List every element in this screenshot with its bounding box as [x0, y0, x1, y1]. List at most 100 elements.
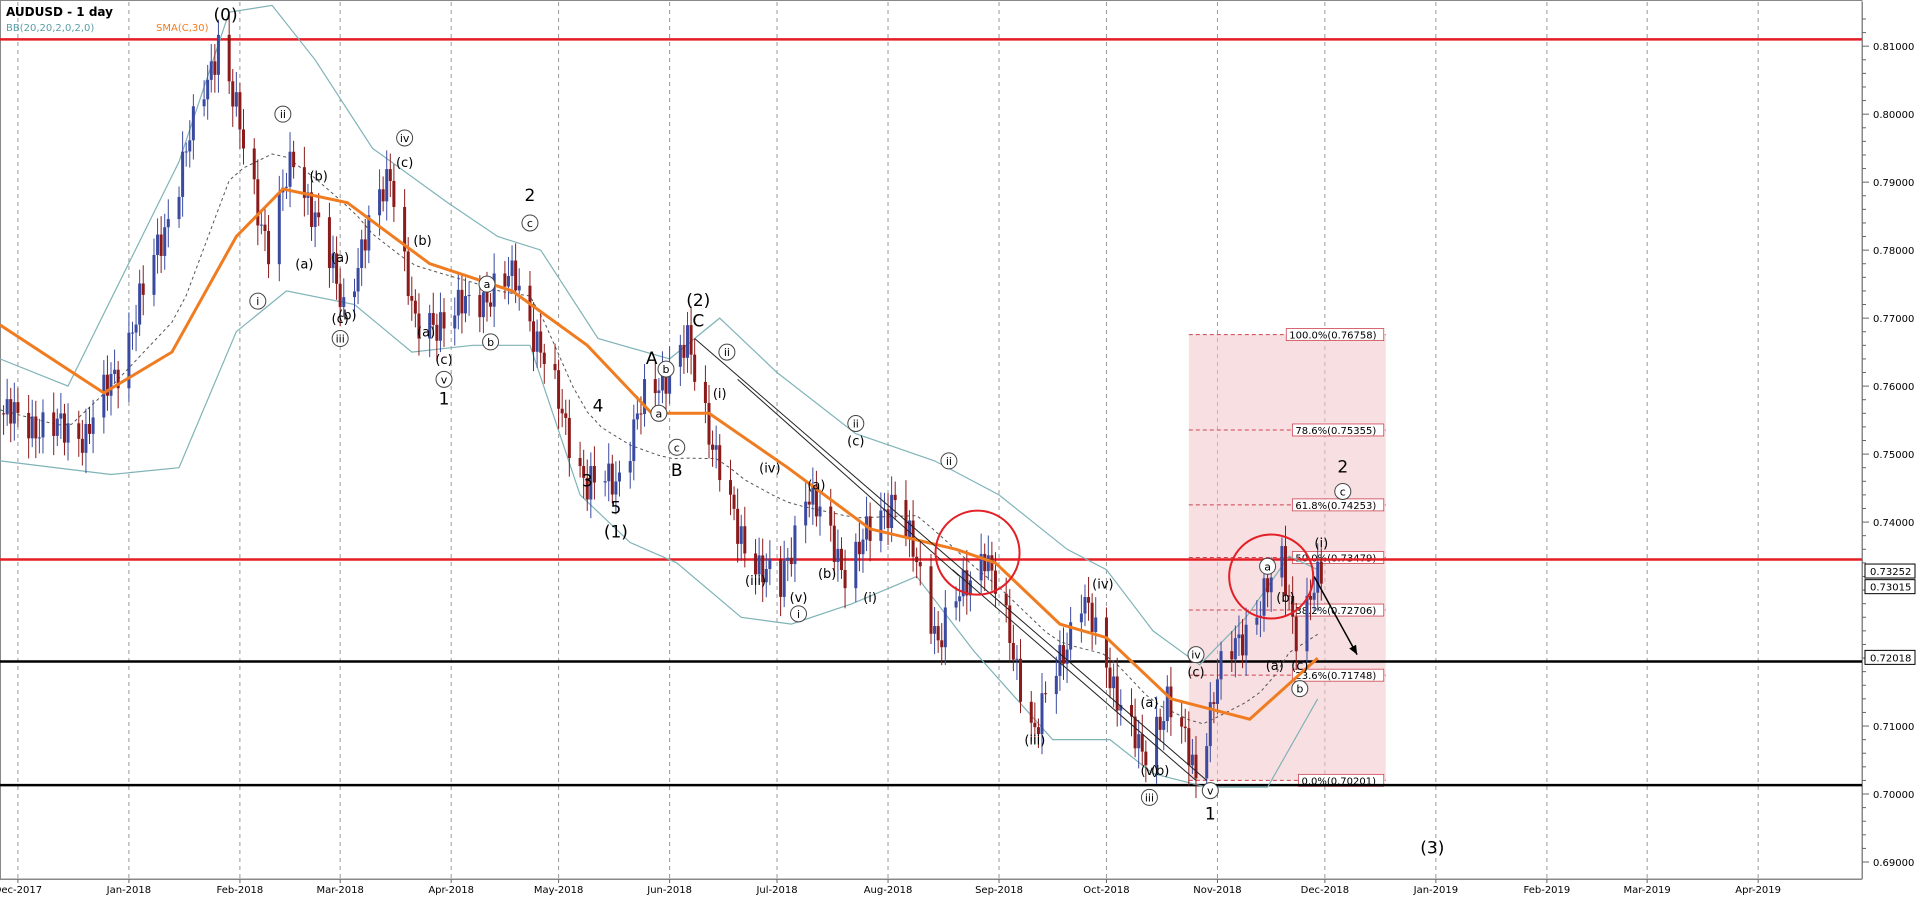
candle-body [786, 557, 790, 561]
x-tick-label: Nov-2018 [1193, 885, 1241, 896]
wave-label: iv [1191, 649, 1201, 662]
wave-label: (b) [818, 567, 836, 582]
candle-body [1194, 754, 1198, 779]
wave-label: c [527, 217, 533, 230]
candle-body [1019, 658, 1023, 702]
candle-body [1319, 561, 1323, 584]
candle-body [789, 557, 793, 565]
candle-body [857, 541, 861, 555]
candle-body [832, 525, 836, 562]
wave-label: a [484, 278, 491, 291]
candle-body [535, 331, 539, 352]
candle-body [503, 273, 507, 287]
wave-label: (c) [435, 353, 452, 368]
candle-body [12, 402, 16, 424]
candle-body [714, 445, 718, 450]
x-tick-label: Feb-2019 [1524, 885, 1571, 896]
candle-body [116, 369, 120, 389]
candle-body [481, 292, 485, 318]
candle-body [1044, 693, 1048, 695]
wave-label: (c) [1291, 659, 1308, 674]
candle-body [392, 180, 396, 207]
candle-body [1230, 651, 1234, 660]
candle-body [492, 273, 496, 307]
candle-body [632, 419, 636, 462]
candle-body [467, 295, 471, 297]
candle-body [166, 219, 170, 228]
forecast-arrow-shaft [1313, 576, 1358, 656]
candle-body [313, 212, 317, 227]
wave-label: (a) [807, 479, 825, 494]
wave-label: (v) [790, 591, 808, 606]
candle-body [338, 283, 342, 307]
candle-body [317, 212, 321, 218]
y-tick-label: 0.71000 [1873, 722, 1914, 733]
candle-body [1094, 617, 1098, 632]
candle-body [1187, 728, 1191, 766]
wave-label: ii [946, 455, 952, 468]
wave-label-circle [847, 415, 865, 433]
candle-body [768, 558, 772, 570]
candle-body [130, 332, 134, 334]
sma-legend: SMA(C,30) [156, 23, 209, 34]
candle-body [327, 217, 331, 269]
candle-body [184, 151, 188, 153]
wave-label: ii [724, 346, 730, 359]
x-tick-label: Apr-2018 [428, 885, 474, 896]
candle-body [764, 569, 768, 583]
candle-body [1090, 602, 1094, 632]
fib-level-label: 100.0%(0.76758) [1289, 331, 1376, 342]
candle-body [807, 501, 811, 505]
candle-body [603, 481, 607, 483]
candle-body [689, 325, 693, 355]
candle-body [1205, 746, 1209, 779]
candle-body [181, 151, 185, 197]
candle-body [277, 192, 281, 265]
candle-body [854, 541, 858, 589]
candle-body [1061, 645, 1065, 664]
candle-body [564, 413, 568, 418]
candle-body [933, 626, 937, 634]
candle-body [102, 374, 106, 418]
candle-body [1011, 642, 1015, 660]
candle-body [88, 424, 92, 434]
candle-body [209, 61, 213, 80]
sma-30-line [0, 187, 1319, 721]
candle-body [385, 169, 389, 202]
wave-label-circle [657, 360, 675, 378]
candle-body [91, 417, 95, 434]
candle-body [743, 526, 747, 554]
candle-body [514, 260, 518, 291]
candle-body [1137, 734, 1141, 749]
candle-body [1287, 595, 1291, 597]
wave-label: v [1207, 785, 1214, 798]
y-tick-label: 0.77000 [1873, 314, 1914, 325]
candle-body [360, 239, 364, 269]
candle-body [560, 408, 564, 414]
trendlines [694, 338, 1358, 781]
candle-body [610, 463, 614, 495]
candle-body [27, 412, 31, 439]
candle-body [410, 296, 414, 301]
candle-body [442, 312, 446, 329]
candle-body [732, 494, 736, 509]
candle-body [1008, 605, 1012, 643]
candle-body [1079, 613, 1083, 623]
x-tick-label: Jan-2019 [1413, 885, 1458, 896]
wave-label: 5 [610, 498, 621, 518]
wave-label: ii [853, 418, 859, 431]
candle-body [958, 596, 962, 602]
candle-body [1087, 597, 1091, 603]
wave-label: (b) [338, 309, 356, 324]
candle-body [1130, 705, 1134, 717]
candle-body [639, 413, 643, 415]
candle-body [660, 371, 664, 391]
candle-body [1283, 546, 1287, 596]
wave-label: i [256, 295, 259, 308]
candle-body [818, 506, 822, 517]
candle-body [965, 570, 969, 596]
wave-label: (a) [1140, 696, 1158, 711]
candles [2, 15, 1323, 799]
